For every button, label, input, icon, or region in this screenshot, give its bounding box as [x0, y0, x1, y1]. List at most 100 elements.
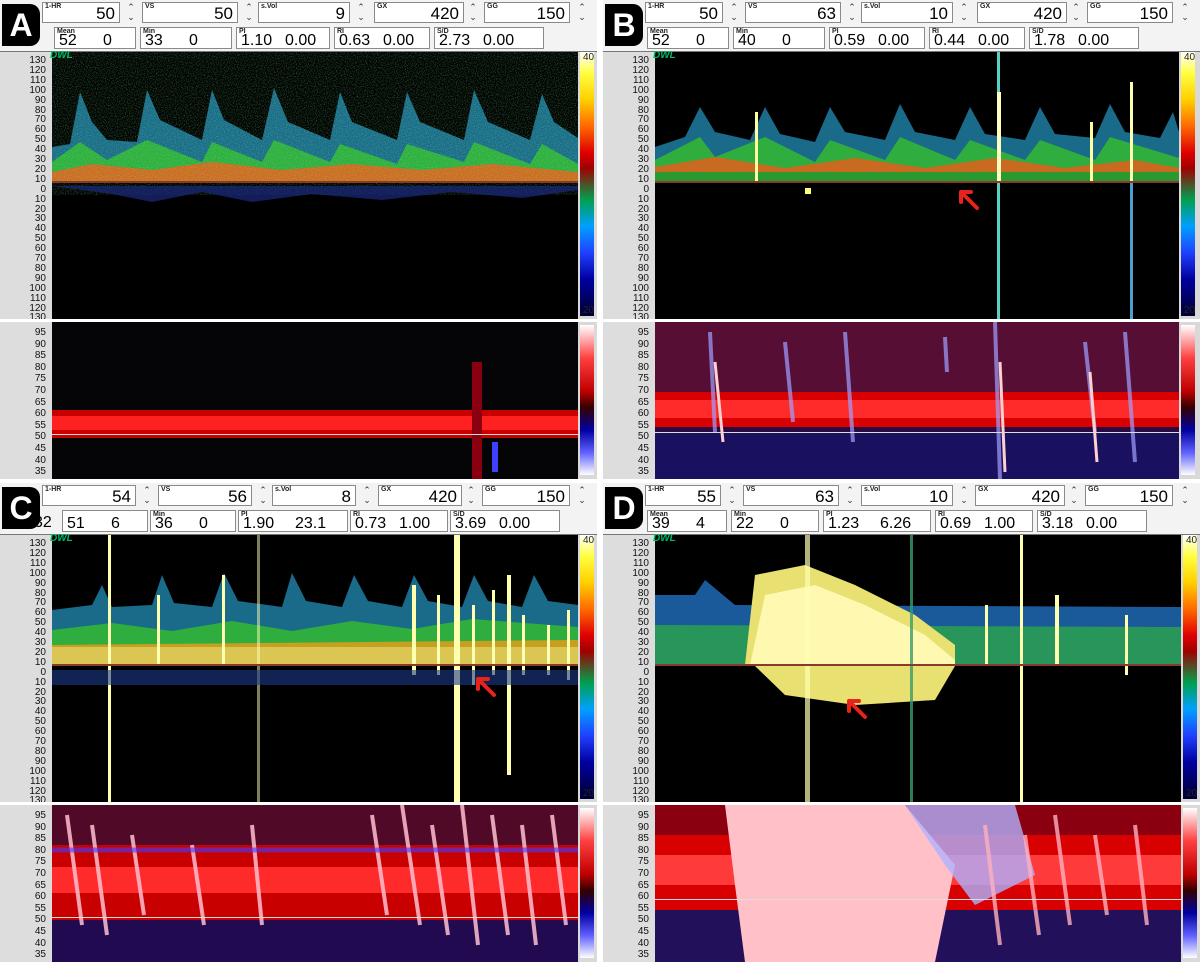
velocity-tick: 90: [34, 94, 46, 106]
velocity-tick: 100: [29, 282, 46, 294]
arrow-icon: [959, 190, 979, 210]
settings-row: 1-HR 55 ⌃ ⌄ VS 63 ⌃ ⌄ s.Vol 10 ⌃ ⌄ GX 420 ⌃ ⌄ GG…: [603, 483, 1200, 510]
velocity-tick: 90: [34, 755, 46, 767]
gx-spinner[interactable]: ⌃ ⌄: [1072, 2, 1080, 22]
mmode-tick: 90: [34, 821, 46, 833]
mmode-axis: 95 90 85 80 75 70 65 60 55 50 45 40 35: [603, 322, 655, 479]
hr-spinner[interactable]: ⌃ ⌄: [127, 2, 135, 22]
velocity-tick: 80: [34, 262, 46, 274]
panel-label: C: [2, 487, 40, 529]
velocity-tick: 70: [637, 253, 649, 264]
vs-field[interactable]: VS 63: [745, 2, 841, 23]
velocity-tick: 110: [30, 775, 46, 787]
velocity-tick: 80: [34, 104, 46, 116]
vs-spinner[interactable]: ⌃ ⌄: [245, 2, 253, 22]
velocity-tick: 90: [637, 272, 649, 284]
gx-field[interactable]: GX 420: [374, 2, 464, 23]
velocity-tick: 70: [637, 597, 649, 609]
vs-spinner[interactable]: ⌃ ⌄: [846, 485, 854, 505]
hr-field[interactable]: 1-HR 50: [645, 2, 723, 23]
velocity-tick: 100: [29, 765, 46, 777]
velocity-tick: 120: [29, 785, 46, 797]
mmode-tick: 75: [637, 373, 649, 385]
velocity-tick: 40: [34, 144, 46, 156]
mmode-tick: 85: [637, 350, 649, 362]
mmode-tick: 80: [34, 844, 46, 856]
mean-field: 51 6: [62, 510, 148, 532]
measurement-row: Mean 52 0 Min 40 0 PI 0.59 0.00 RI 0.44 0.00 S/D…: [603, 26, 1200, 52]
velocity-tick: 130: [29, 312, 46, 324]
velocity-tick: 60: [34, 607, 46, 619]
svol-field[interactable]: s.Vol 10: [861, 2, 953, 23]
velocity-tick: 30: [637, 213, 649, 225]
velocity-tick: 40: [637, 223, 649, 235]
svol-field[interactable]: s.Vol 10: [861, 485, 953, 506]
gg-field[interactable]: GG 150: [1085, 485, 1173, 506]
svol-field[interactable]: s.Vol 8: [272, 485, 356, 506]
pi-field: PI 0.59 0.00: [829, 27, 925, 49]
velocity-tick: 100: [29, 567, 46, 579]
velocity-tick: 120: [29, 302, 46, 314]
velocity-tick: 90: [637, 94, 649, 106]
mean-field: Mean 52 0: [647, 27, 729, 49]
velocity-tick: 20: [637, 646, 649, 658]
gx-field[interactable]: GX 420: [378, 485, 462, 506]
velocity-tick: 30: [34, 637, 46, 648]
colorbar-max: 40: [583, 52, 595, 63]
gg-spinner[interactable]: ⌃ ⌄: [1181, 485, 1189, 505]
svol-spinner[interactable]: ⌃ ⌄: [357, 2, 365, 22]
mmode-tick: 95: [637, 810, 649, 821]
mmode-tick: 45: [34, 926, 46, 937]
velocity-tick: 50: [34, 134, 46, 146]
velocity-tick: 50: [637, 134, 649, 146]
velocity-tick: 90: [34, 272, 46, 284]
gx-spinner[interactable]: ⌃ ⌄: [1070, 485, 1078, 505]
gg-spinner[interactable]: ⌃ ⌄: [578, 485, 586, 505]
velocity-tick: 90: [34, 577, 46, 589]
vs-field[interactable]: VS 63: [743, 485, 839, 506]
velocity-tick: 110: [633, 775, 649, 787]
hr-field[interactable]: 1-HR 54: [42, 485, 136, 506]
velocity-axis: 130 120 110 100 90 80 70 60 50 40 30 20 10 0 10 20 30 40 5…: [0, 535, 52, 962]
vs-spinner[interactable]: ⌃ ⌄: [848, 2, 856, 22]
hr-field[interactable]: 1-HR 55: [645, 485, 721, 506]
gg-spinner[interactable]: ⌃ ⌄: [1181, 2, 1189, 22]
velocity-tick: 10: [637, 676, 649, 688]
svol-spinner[interactable]: ⌃ ⌄: [363, 485, 371, 505]
mmode-tick: 50: [637, 914, 649, 926]
gx-spinner[interactable]: ⌃ ⌄: [467, 485, 475, 505]
gg-spinner[interactable]: ⌃ ⌄: [578, 2, 586, 22]
vs-field[interactable]: VS 50: [142, 2, 238, 23]
gx-spinner[interactable]: ⌃ ⌄: [469, 2, 477, 22]
mmode-tick: 70: [34, 868, 46, 879]
gx-field[interactable]: GX 420: [975, 485, 1065, 506]
svol-spinner[interactable]: ⌃ ⌄: [960, 2, 968, 22]
vs-spinner[interactable]: ⌃ ⌄: [259, 485, 267, 505]
gg-field[interactable]: GG 150: [1087, 2, 1173, 23]
mmode-tick: 80: [34, 361, 46, 373]
mmode-tick: 75: [34, 373, 46, 385]
pi-field: PI 1.23 6.26: [823, 510, 931, 532]
vs-field[interactable]: VS 56: [158, 485, 252, 506]
svol-spinner[interactable]: ⌃ ⌄: [960, 485, 968, 505]
velocity-tick: 10: [637, 173, 649, 185]
velocity-tick: 130: [29, 55, 46, 66]
velocity-tick: 110: [30, 74, 46, 86]
velocity-tick: 100: [632, 84, 649, 96]
velocity-tick: 130: [632, 795, 649, 807]
hr-field[interactable]: 1-HR 50: [42, 2, 120, 23]
hr-spinner[interactable]: ⌃ ⌄: [730, 2, 738, 22]
velocity-tick: 30: [637, 154, 649, 165]
velocity-tick: 80: [34, 587, 46, 599]
gg-field[interactable]: GG 150: [484, 2, 570, 23]
hr-spinner[interactable]: ⌃ ⌄: [728, 485, 736, 505]
mmode-tick: 40: [637, 937, 649, 949]
svol-field[interactable]: s.Vol 9: [258, 2, 350, 23]
gg-field[interactable]: GG 150: [482, 485, 570, 506]
mmode-tick: 70: [34, 385, 46, 396]
panel-label: A: [2, 4, 40, 46]
ri-field: RI 0.44 0.00: [929, 27, 1025, 49]
mmode-tick: 90: [637, 338, 649, 350]
hr-spinner[interactable]: ⌃ ⌄: [143, 485, 151, 505]
gx-field[interactable]: GX 420: [977, 2, 1067, 23]
